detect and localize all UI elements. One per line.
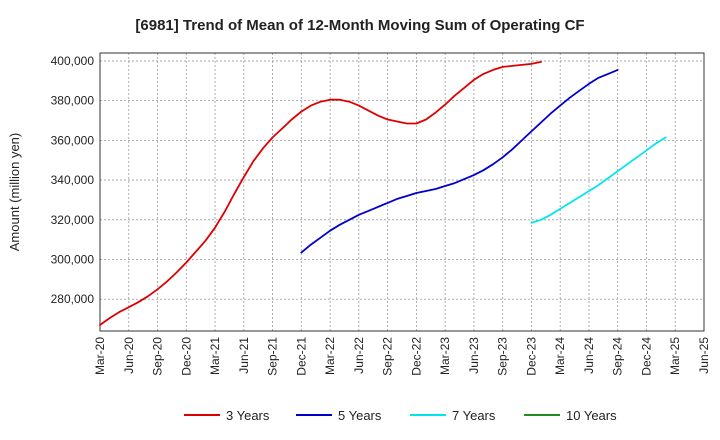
x-tick-label: Mar-22	[323, 337, 337, 375]
series-lines	[99, 61, 667, 326]
x-tick-label: Sep-24	[611, 337, 625, 376]
x-tick-label: Mar-21	[208, 337, 222, 375]
x-tick-label: Mar-23	[438, 337, 452, 375]
x-tick-label: Dec-23	[524, 337, 538, 376]
x-tick-label: Jun-20	[122, 337, 136, 374]
plot-frame	[99, 52, 705, 332]
y-tick-label: 400,000	[51, 54, 95, 68]
x-tick-label: Mar-20	[93, 337, 107, 375]
y-tick-label: 300,000	[51, 253, 95, 267]
x-tick-label: Sep-20	[151, 337, 165, 376]
legend-label: 3 Years	[226, 408, 270, 423]
axes: 280,000 300,000 320,000 340,000 360,000 380,0…	[51, 52, 711, 376]
x-tick-label: Dec-20	[179, 337, 193, 376]
chart-title: [6981] Trend of Mean of 12-Month Moving …	[135, 17, 584, 34]
x-tick-label: Mar-25	[668, 337, 682, 375]
x-tick-label: Sep-22	[381, 337, 395, 376]
y-tick-label: 340,000	[51, 173, 95, 187]
x-tick-label: Dec-21	[294, 337, 308, 376]
x-tick-label: Jun-24	[582, 337, 596, 374]
y-tick-label: 360,000	[51, 133, 95, 147]
y-tick-label: 380,000	[51, 94, 95, 108]
y-tick-label: 280,000	[51, 292, 95, 306]
legend-label: 5 Years	[338, 408, 382, 423]
x-tick-label: Jun-21	[237, 337, 251, 374]
x-tick-label: Jun-22	[352, 337, 366, 374]
legend-label: 10 Years	[566, 408, 617, 423]
x-tick-label: Sep-23	[496, 337, 510, 376]
x-tick-label: Jun-23	[467, 337, 481, 374]
legend: 3 Years 5 Years 7 Years 10 Years	[184, 408, 617, 423]
grid	[99, 53, 705, 331]
y-axis-label: Amount (million yen)	[7, 133, 22, 252]
x-tick-label: Dec-24	[639, 337, 653, 376]
x-tick-label: Mar-24	[553, 337, 567, 375]
x-tick-label: Dec-22	[409, 337, 423, 376]
y-tick-label: 320,000	[51, 213, 95, 227]
series-line-3-years	[99, 61, 542, 326]
x-tick-label: Jun-25	[697, 337, 711, 374]
legend-label: 7 Years	[452, 408, 496, 423]
x-tick-label: Sep-21	[266, 337, 280, 376]
series-line-7-years	[530, 136, 667, 224]
series-line-5-years	[300, 69, 619, 254]
